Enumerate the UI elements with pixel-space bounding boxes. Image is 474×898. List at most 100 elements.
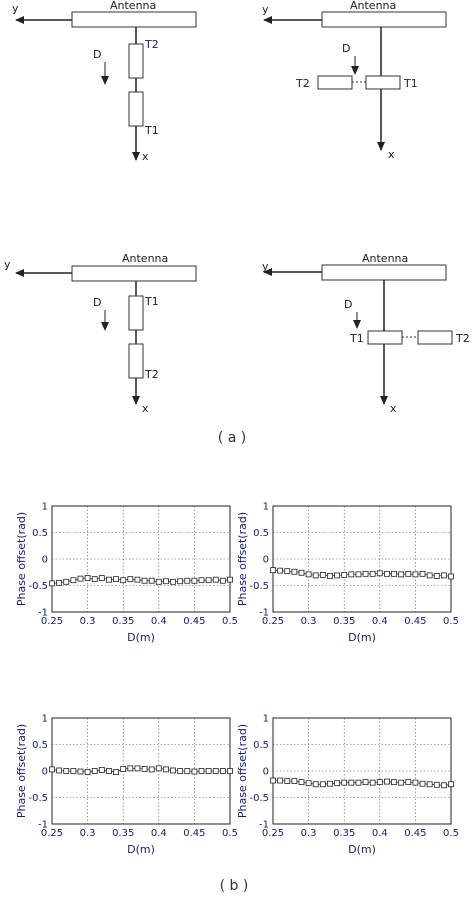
- data-point: [70, 577, 77, 584]
- data-point: [419, 780, 426, 787]
- antenna-label: Antenna: [362, 252, 408, 265]
- x-axis-label: x: [390, 402, 397, 415]
- tag-box-first: [128, 43, 144, 79]
- tag-label-first: T1: [349, 332, 364, 345]
- phase-offset-plots: 0.25 0.3 0.35 0.4 0.45 0.5 1 0.5 0 -0.5 -1 D(m) Phas…: [15, 502, 459, 857]
- y-tick-label: 0.5: [253, 528, 269, 539]
- x-tick-label: 0.35: [112, 616, 134, 627]
- x-tick-label: 0.45: [183, 828, 205, 839]
- data-point: [49, 580, 55, 587]
- caption-b: ( b ): [220, 878, 249, 894]
- caption-a: ( a ): [218, 430, 246, 446]
- data-point: [327, 573, 333, 579]
- y-axis-label: y: [262, 3, 269, 16]
- data-point: [412, 779, 419, 786]
- x-tick-label: 0.4: [151, 616, 167, 627]
- data-point: [355, 779, 362, 786]
- data-point: [341, 572, 348, 578]
- tag-label-first: T1: [144, 295, 159, 308]
- data-point: [113, 576, 119, 583]
- plot-frame: [272, 717, 452, 825]
- data-point: [113, 769, 119, 775]
- y-tick-label: 1: [42, 502, 48, 513]
- data-point: [398, 571, 405, 578]
- y-tick-label: 1: [42, 714, 48, 725]
- tag-label-second: T2: [455, 332, 470, 345]
- y-tick-label: -0.5: [249, 581, 269, 592]
- diagram-vertical-t2-t1: Antenna y x D T2 T1: [12, 0, 197, 163]
- data-point: [184, 768, 191, 774]
- data-point: [362, 779, 369, 786]
- data-point: [270, 567, 276, 574]
- y-axis-title: Phase offset(rad): [15, 512, 28, 606]
- data-point: [212, 576, 219, 583]
- data-point: [163, 578, 169, 585]
- y-tick-label: -1: [259, 608, 269, 619]
- phase-offset-plot-3: 0.25 0.3 0.35 0.4 0.45 0.5 1 0.5 0 -0.5 -1 D(m) Phas…: [15, 714, 238, 857]
- data-point: [384, 570, 390, 577]
- x-tick-label: 0.5: [443, 616, 459, 627]
- data-point: [419, 570, 426, 577]
- y-axis-title: Phase offset(rad): [236, 724, 249, 818]
- data-point: [440, 572, 447, 579]
- data-point: [205, 577, 212, 584]
- data-point: [433, 573, 440, 579]
- data-point: [91, 768, 98, 774]
- data-point: [177, 768, 184, 774]
- x-tick-label: 0.45: [183, 616, 205, 627]
- data-point: [120, 577, 127, 584]
- d-label: D: [342, 42, 350, 55]
- data-point: [426, 781, 433, 788]
- data-point: [155, 578, 162, 585]
- x-tick-label: 0.3: [301, 828, 317, 839]
- data-point: [369, 779, 376, 786]
- y-tick-label: -0.5: [249, 793, 269, 804]
- y-axis-label: y: [12, 2, 19, 15]
- data-point: [319, 572, 326, 578]
- y-tick-label: -1: [259, 820, 269, 831]
- data-point: [141, 577, 148, 584]
- data-point: [305, 571, 312, 578]
- x-tick-label: 0.3: [301, 616, 317, 627]
- data-point: [291, 778, 298, 784]
- data-point: [49, 766, 55, 773]
- data-point: [127, 765, 134, 772]
- data-point: [298, 779, 305, 786]
- x-tick-label: 0.5: [443, 828, 459, 839]
- data-point: [298, 569, 305, 576]
- data-point: [270, 777, 276, 784]
- x-axis-title: D(m): [348, 843, 376, 856]
- x-tick-label: 0.25: [41, 828, 63, 839]
- data-point: [391, 779, 397, 786]
- phase-offset-plot-1: 0.25 0.3 0.35 0.4 0.45 0.5 1 0.5 0 -0.5 -1 D(m) Phas…: [15, 502, 238, 645]
- tag-label-first: T2: [144, 38, 159, 51]
- data-point: [191, 768, 198, 775]
- y-tick-label: -1: [38, 820, 48, 831]
- x-tick-label: 0.45: [404, 616, 426, 627]
- y-tick-label: 1: [263, 714, 269, 725]
- y-tick-label: 0: [263, 767, 269, 778]
- data-point: [63, 768, 70, 774]
- data-point: [277, 777, 284, 784]
- x-tick-label: 0.45: [404, 828, 426, 839]
- data-point: [376, 570, 383, 577]
- y-axis-title: Phase offset(rad): [15, 724, 28, 818]
- data-point: [98, 575, 105, 581]
- y-axis-label: y: [4, 258, 11, 271]
- antenna-label: Antenna: [350, 0, 396, 12]
- x-tick-label: 0.35: [333, 828, 355, 839]
- data-point: [106, 768, 112, 774]
- data-point: [106, 576, 112, 583]
- x-axis-label: x: [388, 148, 395, 161]
- data-point: [205, 768, 212, 774]
- data-point: [398, 779, 405, 786]
- data-point: [77, 575, 84, 582]
- y-axis-label: y: [262, 260, 269, 273]
- d-label: D: [93, 296, 101, 309]
- data-point: [198, 577, 205, 584]
- x-tick-label: 0.4: [372, 616, 388, 627]
- data-point: [376, 779, 383, 786]
- x-tick-label: 0.3: [80, 616, 96, 627]
- diagram-horizontal-t1-t2: Antenna y x D T1 T2: [262, 252, 470, 415]
